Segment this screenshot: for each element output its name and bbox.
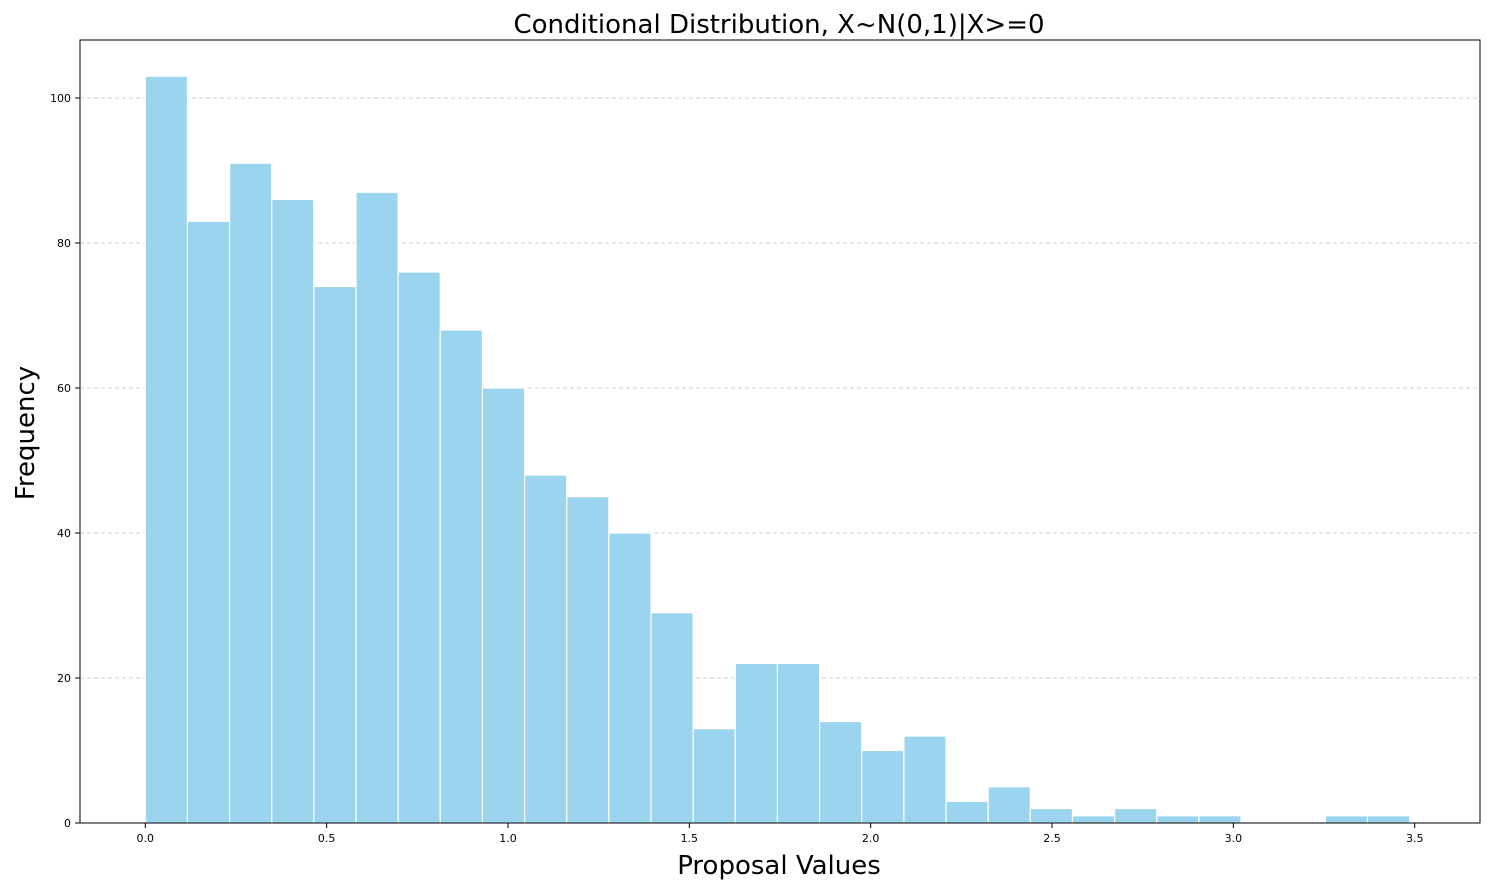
chart-title: Conditional Distribution, X~N(0,1)|X>=0 <box>513 10 1044 40</box>
histogram-bar-15 <box>776 662 821 824</box>
histogram-bar-9 <box>523 474 568 824</box>
x-tick-label-1: 0.5 <box>318 832 336 845</box>
y-tick-label-1: 20 <box>57 672 71 685</box>
histogram-bar-18 <box>903 735 947 824</box>
histogram-bar-29 <box>1366 815 1411 824</box>
x-tick-label-3: 1.5 <box>681 832 699 845</box>
x-axis-label: Proposal Values <box>677 851 881 881</box>
y-tick-label-2: 40 <box>57 527 71 540</box>
histogram-bar-5 <box>355 191 399 824</box>
histogram-bar-20 <box>987 786 1031 824</box>
x-tick-label-2: 1.0 <box>499 832 517 845</box>
histogram-bar-16 <box>819 720 863 824</box>
histogram-bar-19 <box>945 800 989 824</box>
x-tick-label-4: 2.0 <box>862 832 880 845</box>
x-tick-label-7: 3.5 <box>1406 832 1424 845</box>
histogram-bar-12 <box>650 612 694 824</box>
histogram-bar-11 <box>608 532 652 824</box>
histogram-bar-22 <box>1071 815 1116 824</box>
y-tick-label-3: 60 <box>57 382 71 395</box>
histogram-bar-14 <box>734 662 779 824</box>
y-axis-ticks: 0 20 40 60 80 100 <box>50 92 80 830</box>
plot-area-frame <box>79 39 1481 824</box>
histogram-bar-17 <box>861 749 905 824</box>
histogram-bar-1 <box>186 220 231 824</box>
x-tick-label-6: 3.0 <box>1225 832 1243 845</box>
histogram-bar-21 <box>1029 807 1074 824</box>
histogram-bar-24 <box>1156 815 1200 824</box>
y-tick-label-5: 100 <box>50 92 71 105</box>
histogram-bar-7 <box>439 329 484 824</box>
histogram-bar-4 <box>313 285 357 824</box>
histogram-bar-2 <box>228 162 273 824</box>
x-tick-label-0: 0.0 <box>137 832 155 845</box>
histogram-bar-8 <box>481 387 526 824</box>
histogram-bar-23 <box>1114 807 1158 824</box>
y-tick-label-4: 80 <box>57 237 71 250</box>
histogram-bar-10 <box>566 496 610 824</box>
histogram-bar-13 <box>692 728 736 824</box>
histogram-bar-28 <box>1324 815 1369 824</box>
histogram-bar-3 <box>271 198 315 824</box>
histogram-bar-0 <box>144 75 189 824</box>
y-tick-label-0: 0 <box>64 817 71 830</box>
x-tick-label-5: 2.5 <box>1043 832 1061 845</box>
histogram-bars <box>144 75 1411 824</box>
histogram-bar-25 <box>1198 815 1242 824</box>
x-axis-ticks: 0.0 0.5 1.0 1.5 2.0 2.5 3.0 3.5 <box>137 823 1424 845</box>
histogram-bar-6 <box>397 271 441 824</box>
y-axis-label: Frequency <box>11 366 41 500</box>
